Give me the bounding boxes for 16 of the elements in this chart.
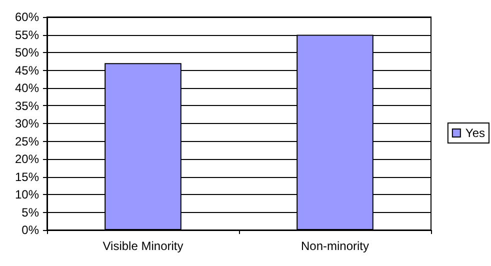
y-tick-label: 40% <box>14 81 40 95</box>
y-tick-label: 15% <box>14 170 40 184</box>
y-tick-label: 25% <box>14 134 40 148</box>
y-tick-label: 0% <box>22 223 40 237</box>
y-tick-label: 55% <box>14 28 40 42</box>
y-tick-label: 20% <box>14 152 40 166</box>
x-tick-label: Non-minority <box>300 239 370 253</box>
legend-label: Yes <box>465 126 485 140</box>
y-tick-label: 60% <box>14 10 40 24</box>
y-tick-label: 5% <box>22 205 40 220</box>
y-tick-label: 10% <box>14 188 40 202</box>
x-tick-label: Visible Minority <box>102 239 184 253</box>
y-tick-label: 50% <box>14 46 40 60</box>
y-tick-label: 30% <box>14 116 40 130</box>
y-tick-label: 35% <box>14 98 40 113</box>
y-tick-label: 45% <box>14 63 40 78</box>
